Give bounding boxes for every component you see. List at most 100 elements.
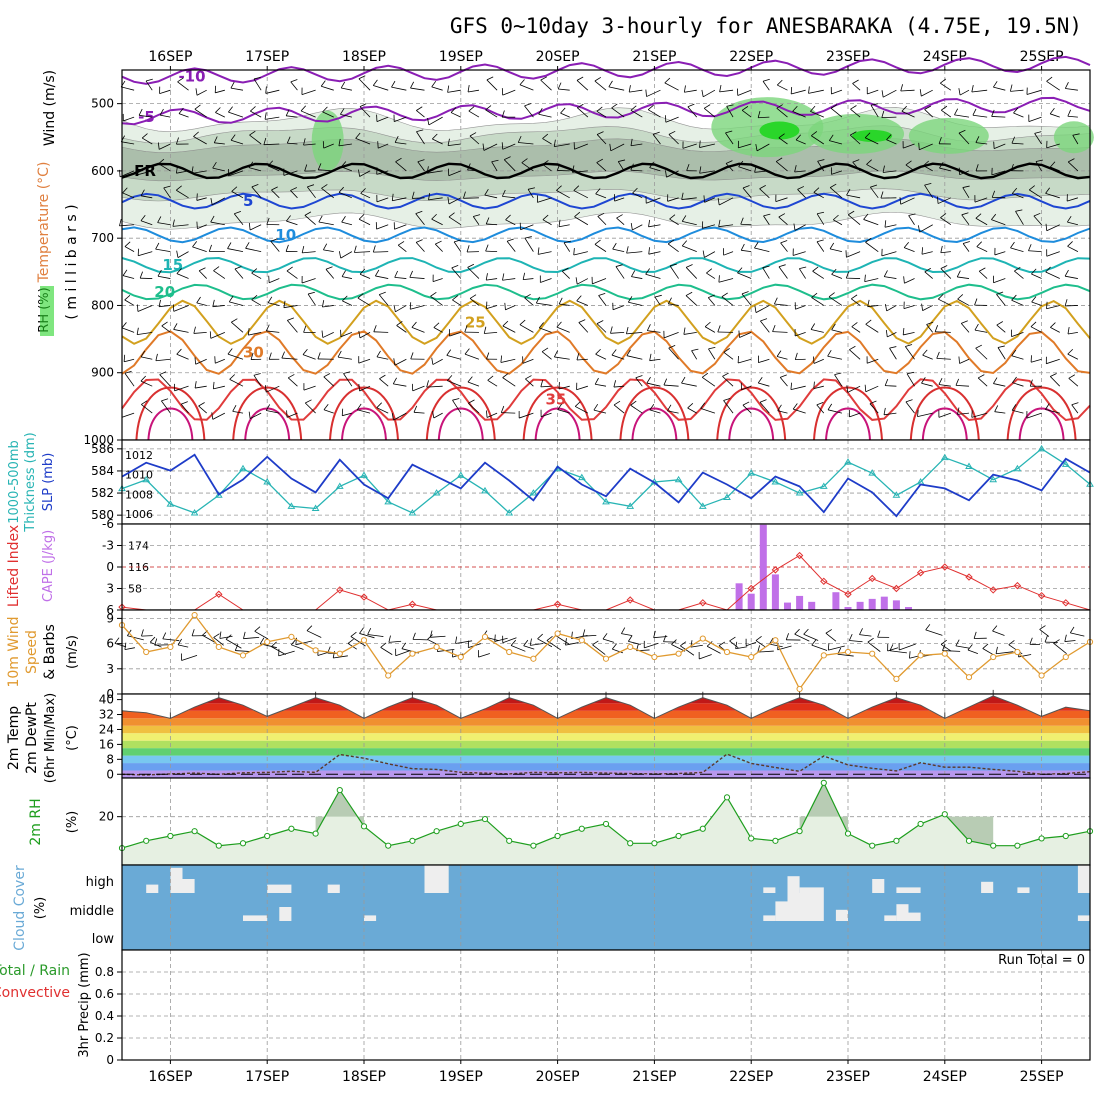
lifted-index-tick-label: -3 — [102, 539, 114, 553]
upper-wind-barb-flag — [976, 241, 982, 247]
upper-wind-barb-flag — [248, 411, 251, 419]
upper-wind-barb-flag — [958, 129, 966, 134]
upper-wind-barb-flag — [926, 321, 934, 325]
upper-wind-barb — [322, 305, 334, 308]
upper-wind-barb-flag — [486, 76, 494, 81]
upper-wind-barb — [884, 224, 897, 228]
upper-wind-barb-flag — [556, 321, 562, 328]
upper-wind-barb-flag — [940, 213, 947, 218]
upper-wind-barb-flag — [553, 350, 558, 358]
upper-wind-barb-flag — [1045, 266, 1051, 273]
upper-wind-barb — [723, 251, 734, 256]
upper-wind-barb-flag — [885, 303, 888, 311]
upper-wind-barb — [542, 219, 552, 226]
upper-wind-barb — [1046, 358, 1060, 365]
upper-wind-barb — [908, 215, 915, 225]
upper-wind-barb — [302, 354, 316, 360]
upper-wind-barb — [648, 251, 661, 255]
thickness-point — [384, 497, 393, 505]
temp-tick-label: 0 — [106, 767, 114, 781]
upper-wind-barb — [578, 322, 589, 333]
upper-wind-barb — [993, 143, 1006, 149]
upper-wind-barb — [232, 410, 244, 414]
upper-wind-barb-flag — [417, 159, 425, 163]
upper-wind-barb — [993, 86, 1006, 91]
upper-wind-barb — [774, 303, 788, 306]
upper-wind-barb — [467, 89, 480, 93]
upper-wind-barb — [993, 383, 1006, 387]
cape-bar — [868, 598, 876, 610]
upper-wind-barb-flag — [338, 138, 341, 146]
upper-wind-barb — [865, 241, 879, 252]
upper-wind-barb — [754, 170, 770, 173]
upper-wind-barb — [558, 224, 570, 228]
rh2m-point — [288, 825, 295, 832]
upper-wind-barb — [617, 161, 625, 172]
upper-wind-barb-flag — [991, 109, 995, 117]
lifted-index-point — [844, 590, 852, 598]
upper-wind-barb — [974, 329, 988, 333]
upper-wind-barb — [340, 113, 352, 118]
cloud-block — [1017, 887, 1030, 893]
cloud-block — [896, 887, 921, 893]
surface-isotherm-loop — [135, 386, 206, 441]
surface-isotherm-inner-loop — [921, 407, 968, 441]
surface-wind-barb-flag — [909, 651, 911, 659]
upper-wind-barb — [741, 293, 752, 306]
upper-wind-barb — [431, 86, 443, 91]
upper-wind-barb — [357, 409, 371, 414]
upper-wind-barb — [1011, 355, 1024, 360]
rh2m-point — [264, 832, 271, 840]
surface-wind-barb-flag — [162, 632, 167, 640]
upper-wind-barb-flag — [266, 217, 270, 225]
upper-wind-barb — [865, 323, 879, 333]
upper-wind-barb-flag — [231, 186, 238, 192]
bottom-date-label: 21SEP — [632, 1069, 676, 1085]
upper-wind-barb — [794, 224, 806, 231]
rh2m-point — [530, 842, 537, 849]
upper-wind-barb-flag — [525, 375, 532, 380]
upper-wind-barb-flag — [211, 412, 214, 420]
surface-wind-barb — [141, 635, 153, 637]
upper-wind-barb — [846, 251, 861, 258]
rh2m-point — [602, 820, 610, 828]
run-total-text: Run Total = 0 — [998, 953, 1085, 968]
upper-wind-barb — [647, 109, 661, 118]
wind10-units-label: (m/s) — [65, 635, 80, 669]
isotherm-line — [121, 226, 1091, 244]
upper-wind-barb-flag — [466, 245, 470, 253]
upper-wind-barb-flag — [738, 160, 744, 167]
upper-wind-barb-flag — [737, 267, 743, 274]
upper-wind-barb-flag — [975, 136, 980, 143]
upper-wind-barb-flag — [978, 267, 986, 272]
upper-wind-barb-flag — [578, 319, 586, 323]
upper-wind-barb — [416, 110, 425, 118]
upper-wind-barb-flag — [485, 273, 488, 281]
upper-wind-barb — [919, 224, 933, 233]
upper-wind-barb-flag — [576, 295, 582, 302]
surface-wind-barb-flag — [455, 636, 458, 644]
upper-wind-barb — [518, 142, 534, 145]
rh2m-area — [122, 782, 1090, 865]
surface-wind-barb-flag — [992, 625, 998, 632]
surface-isotherm-loop — [329, 386, 399, 441]
upper-wind-barb — [708, 348, 716, 360]
surface-isotherm-inner-loop — [437, 407, 484, 441]
upper-wind-barb — [141, 356, 153, 360]
upper-wind-barb — [521, 162, 534, 172]
surface-wind-barb — [592, 644, 606, 655]
upper-wind-barb-flag — [121, 322, 127, 329]
upper-wind-barb-flag — [251, 268, 258, 274]
upper-wind-barb — [706, 272, 716, 279]
cloud-block — [1077, 915, 1090, 921]
upper-wind-barb — [794, 170, 806, 173]
upper-wind-barb-flag — [938, 378, 943, 385]
upper-wind-barb-flag — [375, 269, 380, 277]
rh-legend-swatch — [40, 286, 54, 336]
upper-wind-barb — [540, 278, 552, 283]
cloud-block — [267, 884, 292, 893]
upper-wind-barb-flag — [138, 108, 143, 116]
upper-wind-barb-flag — [719, 84, 722, 92]
upper-wind-barb-flag — [681, 240, 688, 247]
upper-wind-barb-flag — [393, 304, 396, 312]
